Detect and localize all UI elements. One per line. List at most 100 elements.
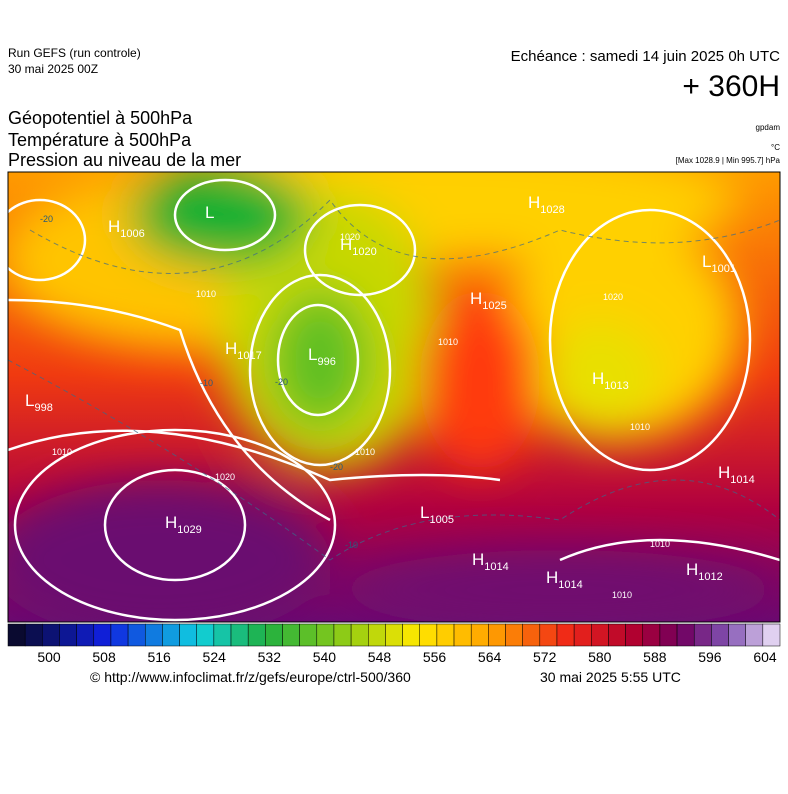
center-value: 1014 xyxy=(558,579,582,591)
colorbar-cell xyxy=(608,623,626,647)
made-time: 30 mai 2025 5:55 UTC xyxy=(540,669,681,685)
unit: gpdam xyxy=(756,123,781,132)
contour-label: 1010 xyxy=(612,590,632,600)
colorbar-cell xyxy=(76,623,95,647)
pressure-center: H1014 xyxy=(718,463,755,486)
colorbar-cell xyxy=(42,623,60,647)
run-date: 30 mai 2025 00Z xyxy=(8,62,98,76)
colorbar-cell xyxy=(333,623,352,647)
colorbar-cell xyxy=(179,623,197,647)
run: Run GEFS (run controle) xyxy=(8,46,141,60)
colorbar-cell xyxy=(453,623,472,647)
center-value: 1017 xyxy=(237,350,261,362)
colorbar-cell xyxy=(436,623,455,647)
colorbar-cell xyxy=(573,623,592,647)
pressure-center: H1017 xyxy=(225,339,262,362)
colorbar-label: 596 xyxy=(698,649,722,665)
colorbar-cell xyxy=(470,623,489,647)
colorbar-cell xyxy=(316,623,335,647)
center-letter: H xyxy=(470,289,482,308)
center-letter: H xyxy=(546,568,558,587)
colorbar-cell xyxy=(419,623,438,647)
pressure-center: H1025 xyxy=(470,289,507,312)
colorbar-cell xyxy=(385,623,403,647)
colorbar-cell xyxy=(110,623,129,647)
center-value: 1020 xyxy=(352,246,376,258)
unit: [Max 1028.9 | Min 995.7] hPa xyxy=(676,156,781,165)
pressure-center: H1028 xyxy=(528,193,565,216)
center-value: 1014 xyxy=(484,561,508,573)
center-letter: H xyxy=(718,463,730,482)
center-letter: L xyxy=(308,345,317,364)
colorbar-label: 516 xyxy=(147,649,171,665)
colorbar-label: 556 xyxy=(423,649,447,665)
center-letter: L xyxy=(205,203,214,222)
center-value: 1005 xyxy=(429,514,453,526)
pressure-center: L1001 xyxy=(702,252,736,275)
center-value: 1014 xyxy=(730,474,754,486)
contour-label: -10 xyxy=(200,378,213,388)
colorbar-cell xyxy=(196,623,215,647)
colorbar-cell xyxy=(213,623,232,647)
colorbar-cell xyxy=(539,623,558,647)
center-letter: L xyxy=(702,252,711,271)
colorbar-cell xyxy=(247,623,266,647)
colorbar-label: 572 xyxy=(533,649,557,665)
colorbar-cell xyxy=(368,623,386,647)
pressure-center: H1014 xyxy=(472,550,509,573)
field: Température à 500hPa xyxy=(8,130,192,150)
colorbar-cell xyxy=(24,623,43,647)
contour-label: 1010 xyxy=(355,447,375,457)
colorbar-label: 524 xyxy=(203,649,227,665)
pressure-center: H1006 xyxy=(108,217,145,240)
colorbar-cell xyxy=(676,623,695,647)
colorbar-cell xyxy=(745,623,764,647)
center-letter: H xyxy=(165,513,177,532)
colorbar-cell xyxy=(762,623,781,647)
colorbar-label: 540 xyxy=(313,649,337,665)
center-value: 1006 xyxy=(120,228,144,240)
field: Géopotentiel à 500hPa xyxy=(8,108,193,128)
center-letter: L xyxy=(25,391,34,410)
colorbar-cell xyxy=(556,623,575,647)
colorbar-cell xyxy=(144,623,163,647)
colorbar: 500 508 516 524 532 540 548 556 564 572 580 588 596 6… xyxy=(7,623,781,665)
colorbar-cell xyxy=(625,623,644,647)
colorbar-cell xyxy=(282,623,300,647)
pressure-center: H1013 xyxy=(592,369,629,392)
map-frame xyxy=(7,171,781,623)
lead-time: + 360H xyxy=(682,70,780,103)
contour-label: 1020 xyxy=(340,232,360,242)
colorbar-cell xyxy=(522,623,541,647)
pressure-center: L1005 xyxy=(420,503,454,526)
colorbar-cell xyxy=(711,623,729,647)
colorbar-cell xyxy=(402,623,420,647)
colorbar-cell xyxy=(591,623,609,647)
pressure-center: H1020 xyxy=(340,235,377,258)
colorbar-label: 604 xyxy=(753,649,777,665)
colorbar-cell xyxy=(350,623,369,647)
center-value: 998 xyxy=(34,402,52,414)
field: Pression au niveau de la mer xyxy=(8,150,241,170)
colorbar-cell xyxy=(230,623,249,647)
colorbar-cell xyxy=(488,623,506,647)
colorbar-cell xyxy=(265,623,283,647)
contour-label: -20 xyxy=(330,462,343,472)
center-value: 1025 xyxy=(482,300,506,312)
center-letter: H xyxy=(225,339,237,358)
colorbar-cell xyxy=(728,623,746,647)
pressure-center: L996 xyxy=(308,345,336,368)
contour-label: 1010 xyxy=(650,539,670,549)
pressure-center: H1012 xyxy=(686,560,723,583)
colorbar-cell xyxy=(659,623,678,647)
colorbar-label: 580 xyxy=(588,649,612,665)
center-value: 1012 xyxy=(698,571,722,583)
contour-label: 1020 xyxy=(215,472,235,482)
center-value: 1001 xyxy=(711,263,735,275)
colorbar-label: 508 xyxy=(92,649,116,665)
colorbar-cell xyxy=(59,623,77,647)
colorbar-cell xyxy=(162,623,180,647)
source: © http://www.infoclimat.fr/z/gefs/europe… xyxy=(90,669,411,685)
contour-label: 1010 xyxy=(438,337,458,347)
